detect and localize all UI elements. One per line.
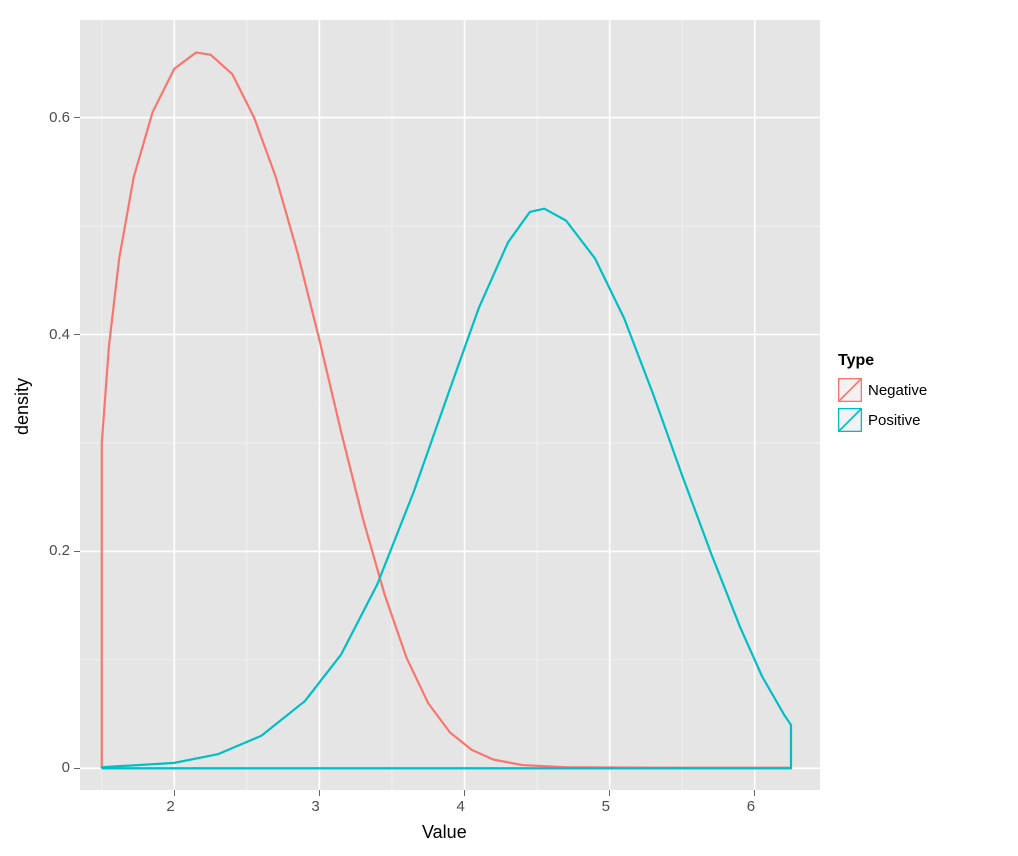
y-tick-mark (74, 334, 80, 335)
x-tick-mark (754, 790, 755, 796)
x-tick-label: 5 (602, 798, 610, 815)
legend-label: Negative (868, 382, 927, 399)
y-tick-label: 0.2 (49, 542, 70, 559)
plot-panel (80, 20, 820, 790)
chart-svg (80, 20, 820, 790)
legend-item-positive: Positive (838, 408, 921, 432)
y-tick-mark (74, 551, 80, 552)
y-tick-label: 0.4 (49, 326, 70, 343)
legend-title: Type (838, 352, 874, 370)
legend-swatch (838, 378, 862, 402)
x-tick-mark (174, 790, 175, 796)
x-tick-label: 2 (166, 798, 174, 815)
y-tick-mark (74, 117, 80, 118)
density-curve-positive (102, 209, 791, 769)
y-axis-title: density (12, 378, 33, 435)
x-tick-mark (609, 790, 610, 796)
density-curve-negative (102, 53, 791, 769)
x-tick-label: 3 (311, 798, 319, 815)
y-tick-label: 0 (62, 759, 70, 776)
x-axis-title: Value (422, 822, 467, 843)
y-tick-mark (74, 768, 80, 769)
x-tick-label: 6 (747, 798, 755, 815)
legend-label: Positive (868, 412, 921, 429)
legend-item-negative: Negative (838, 378, 927, 402)
x-tick-mark (464, 790, 465, 796)
y-tick-label: 0.6 (49, 109, 70, 126)
legend-swatch (838, 408, 862, 432)
x-tick-label: 4 (457, 798, 465, 815)
x-tick-mark (319, 790, 320, 796)
